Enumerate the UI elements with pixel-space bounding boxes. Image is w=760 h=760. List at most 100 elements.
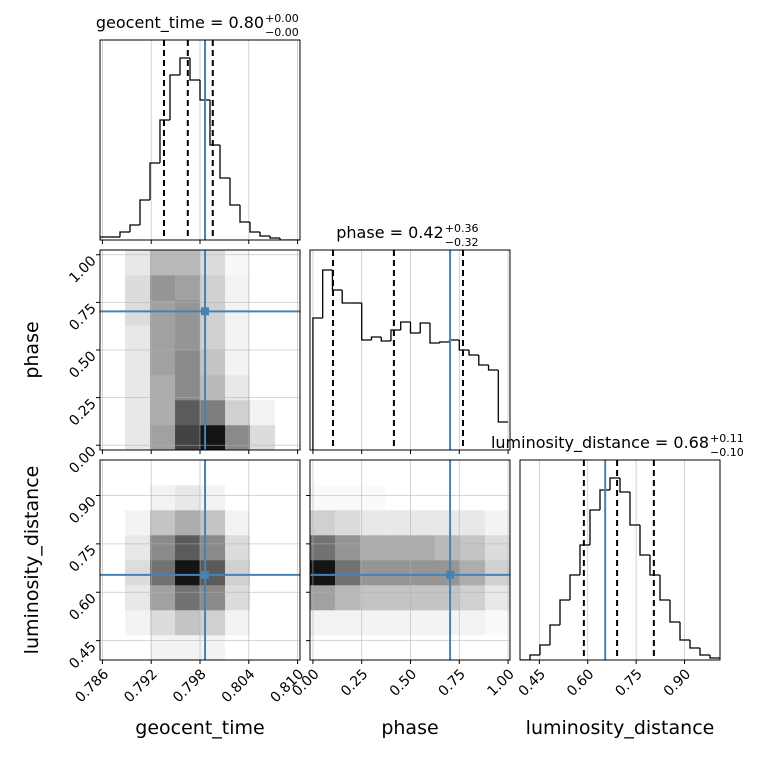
density-cell <box>250 375 276 401</box>
x-tick-label: 0.75 <box>436 666 469 699</box>
density-cell <box>200 485 226 511</box>
density-cell <box>150 250 176 276</box>
histogram-step <box>199 80 210 101</box>
density-cell <box>100 635 126 660</box>
density-cell <box>150 425 176 450</box>
density-cell <box>485 610 510 636</box>
density-cell <box>100 275 126 301</box>
x-tick-label: 0.60 <box>564 666 597 699</box>
density-cell <box>310 485 336 511</box>
density-cell <box>435 535 461 561</box>
density-cell <box>360 585 386 611</box>
density-cell <box>460 510 486 536</box>
density-cell <box>175 425 201 450</box>
density-cell <box>250 535 276 561</box>
density-cell <box>460 610 486 636</box>
density-cell <box>125 300 151 326</box>
density-cell <box>200 325 226 351</box>
histogram-step <box>149 162 160 200</box>
histogram-step <box>169 74 180 120</box>
panel-body <box>312 250 509 450</box>
density-cell <box>100 350 126 376</box>
histogram-step <box>468 350 479 356</box>
histogram-step <box>409 322 421 334</box>
density-cell <box>310 560 336 586</box>
density-cell <box>335 460 361 486</box>
density-cell <box>200 425 226 450</box>
density-cell <box>250 510 276 536</box>
density-cell <box>250 485 276 511</box>
density-cell <box>275 460 300 486</box>
panel-title: phase = 0.42 <box>336 223 443 242</box>
density-cell <box>410 635 436 660</box>
histogram-step <box>259 232 270 237</box>
density-cell <box>485 510 510 536</box>
density-cell <box>200 585 226 611</box>
histogram-step <box>439 341 450 343</box>
density-cell <box>250 425 276 450</box>
histogram-step <box>649 555 660 576</box>
density-cell <box>175 585 201 611</box>
x-axis-label: phase <box>381 717 438 739</box>
density-cell <box>225 400 251 426</box>
density-cell <box>385 535 411 561</box>
density-cell <box>225 510 251 536</box>
y-tick-label: 0.00 <box>66 444 99 477</box>
truth-marker <box>446 570 455 579</box>
title-upper: +0.11 <box>710 432 744 445</box>
histogram-step <box>539 644 550 655</box>
density-cell <box>225 560 251 586</box>
density-cell <box>335 560 361 586</box>
density-cell <box>200 610 226 636</box>
density-cell <box>435 510 461 536</box>
density-cell <box>310 535 336 561</box>
y-tick-label: 0.50 <box>66 348 99 381</box>
density-cell <box>200 635 226 660</box>
histogram-step <box>219 145 230 179</box>
density-cell <box>150 375 176 401</box>
density-cell <box>360 510 386 536</box>
density-cell <box>275 400 300 426</box>
density-cell <box>200 375 226 401</box>
density-cell <box>175 275 201 301</box>
histogram-step <box>269 236 280 239</box>
density-cell <box>275 510 300 536</box>
histogram-step <box>239 205 250 223</box>
density-cell <box>200 535 226 561</box>
histogram-step <box>589 509 600 545</box>
density-cell <box>310 460 336 486</box>
histogram-step <box>487 365 499 371</box>
density-cell <box>125 635 151 660</box>
panel-frame <box>309 249 511 451</box>
histogram-step <box>100 236 110 240</box>
density-cell <box>125 610 151 636</box>
histogram-step <box>370 336 382 340</box>
density-cell <box>125 460 151 486</box>
density-cell <box>150 610 176 636</box>
density-cell <box>150 400 176 426</box>
density-cell <box>200 460 226 486</box>
density-cell <box>410 560 436 586</box>
histogram-step <box>390 329 401 341</box>
density-cell <box>175 510 201 536</box>
histogram-step <box>129 224 140 232</box>
y-tick-label: 0.75 <box>66 542 99 575</box>
histogram-step <box>322 269 333 318</box>
density-cell <box>435 460 461 486</box>
density-cell <box>100 585 126 611</box>
y-tick-label: 0.75 <box>66 301 99 334</box>
y-tick-label: 0.90 <box>66 494 99 527</box>
density-cell <box>175 635 201 660</box>
density-cell <box>275 250 300 276</box>
density-cell <box>360 560 386 586</box>
density-cell <box>385 585 411 611</box>
density-cell <box>485 460 510 486</box>
density-cell <box>100 460 126 486</box>
density-cell <box>175 610 201 636</box>
histogram-step <box>639 525 650 556</box>
density-cell <box>175 300 201 326</box>
histogram-step <box>599 489 610 510</box>
density-cell <box>200 350 226 376</box>
x-tick-label: 0.792 <box>121 666 161 706</box>
